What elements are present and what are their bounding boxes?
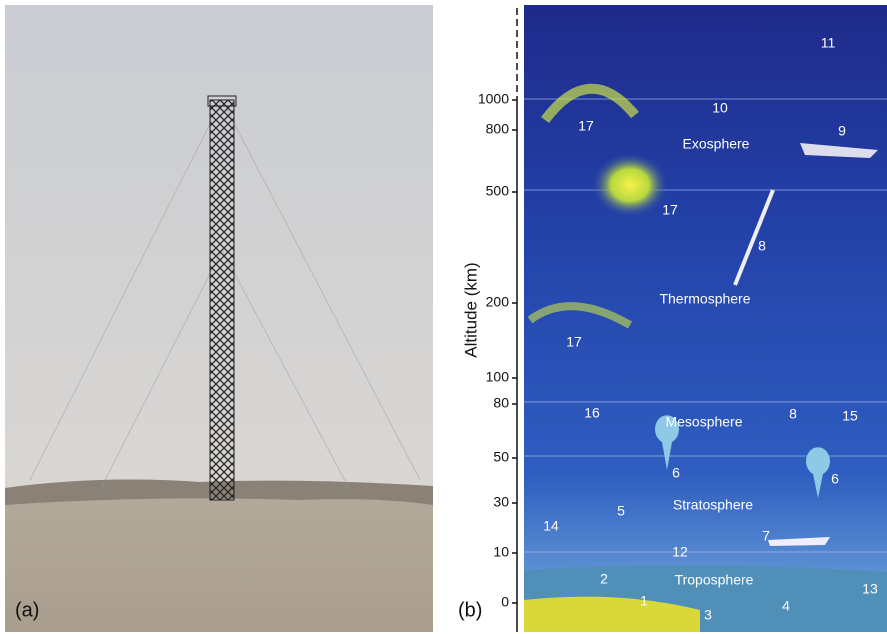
- marker-number: 6: [831, 471, 839, 487]
- marker-number: 10: [712, 100, 728, 116]
- axis-tick-label: 200: [486, 294, 510, 310]
- marker-number: 8: [758, 238, 766, 254]
- marker-number: 13: [862, 581, 878, 597]
- panel-label: (a): [15, 599, 39, 621]
- axis-tick-label: 1000: [478, 91, 509, 107]
- layer-label: Thermosphere: [659, 291, 750, 307]
- axis-tick-label: 0: [501, 594, 509, 610]
- layer-label: Exosphere: [683, 136, 750, 152]
- marker-number: 17: [566, 334, 582, 350]
- figure: (a) (b) Altitude (km) 0 10 30 50 80 100 200 500…: [0, 0, 887, 634]
- marker-number: 17: [662, 202, 678, 218]
- axis-tick-label: 100: [486, 369, 510, 385]
- marker-number: 11: [821, 35, 836, 51]
- marker-number: 1: [640, 593, 648, 609]
- axis-tick-label: 50: [493, 449, 509, 465]
- layer-label: Stratosphere: [673, 497, 753, 513]
- marker-number: 8: [789, 406, 797, 422]
- axis-tick-label: 800: [486, 121, 510, 137]
- marker-number: 12: [672, 544, 688, 560]
- axis-tick-label: 10: [493, 544, 509, 560]
- marker-number: 6: [672, 465, 680, 481]
- marker-number: 15: [842, 408, 858, 424]
- marker-number: 4: [782, 598, 790, 614]
- marker-number: 3: [704, 607, 712, 623]
- marker-number: 7: [762, 528, 770, 544]
- marker-number: 17: [578, 118, 594, 134]
- marker-number: 14: [543, 518, 559, 534]
- axis-tick-label: 80: [493, 395, 509, 411]
- marker-number: 9: [838, 123, 846, 139]
- layer-label: Troposphere: [675, 572, 754, 588]
- marker-number: 16: [584, 405, 600, 421]
- marker-number: 2: [600, 571, 608, 587]
- axis-tick-label: 30: [493, 494, 509, 510]
- axis-label: Altitude (km): [461, 262, 480, 357]
- layer-label: Mesosphere: [665, 414, 742, 430]
- panel-label: (b): [458, 599, 482, 621]
- marker-number: 5: [617, 503, 625, 519]
- photo-panel: [5, 5, 433, 632]
- axis-tick-label: 500: [486, 183, 510, 199]
- illustration-panel: [524, 5, 887, 632]
